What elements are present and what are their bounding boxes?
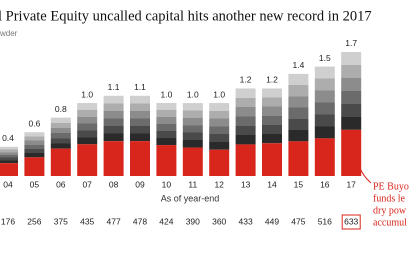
- x-tick-label: 04: [3, 179, 13, 189]
- value-label: 0.6: [28, 118, 40, 128]
- bar-other: [156, 103, 177, 146]
- bar-buyout: [0, 163, 18, 176]
- bar-other: [130, 95, 150, 142]
- x-tick-label: 17: [346, 179, 356, 189]
- x-tick-label: 13: [241, 179, 251, 189]
- value-label: 1.5: [319, 53, 331, 63]
- value-label: 1.0: [81, 89, 93, 99]
- bar-other: [288, 73, 309, 142]
- buyout-label: 633: [344, 216, 358, 226]
- value-label: 1.4: [292, 60, 304, 70]
- bar-other: [209, 103, 230, 150]
- value-label: 1.1: [108, 82, 120, 92]
- bar-other: [235, 88, 256, 145]
- bar-buyout: [77, 144, 98, 176]
- value-label: 1.0: [160, 89, 172, 99]
- bar-other: [182, 103, 203, 148]
- value-label: 0.4: [2, 133, 14, 143]
- bar-other: [262, 88, 282, 144]
- chart-subtitle: wder: [0, 29, 18, 38]
- bar-other: [77, 103, 98, 145]
- value-label: 1.0: [187, 89, 199, 99]
- x-tick-label: 11: [188, 179, 197, 189]
- x-tick-label: 07: [82, 179, 92, 189]
- bar-buyout: [235, 144, 256, 176]
- bar-buyout: [262, 143, 282, 176]
- bar-buyout: [103, 141, 124, 176]
- x-tick-label: 16: [320, 179, 330, 189]
- x-tick-label: 10: [162, 179, 172, 189]
- buyout-label: 390: [186, 216, 200, 226]
- bar-buyout: [288, 141, 309, 176]
- buyout-label: 433: [239, 216, 253, 226]
- bar-other: [314, 66, 335, 139]
- value-label: 1.7: [345, 38, 357, 48]
- bar-other: [24, 132, 45, 158]
- buyout-label: 176: [1, 216, 15, 226]
- x-tick-label: 06: [56, 179, 66, 189]
- buyout-label: 424: [159, 216, 173, 226]
- bar-other: [50, 117, 71, 149]
- annotation: accumul: [373, 217, 407, 228]
- x-tick-label: 12: [214, 179, 224, 189]
- buyout-label: 478: [133, 216, 147, 226]
- annotation: PE Buyo: [373, 181, 409, 192]
- buyout-label: 516: [318, 216, 332, 226]
- bar-other: [0, 146, 18, 164]
- bar-buyout: [156, 145, 177, 176]
- annotation: funds le: [373, 193, 406, 204]
- annotation: dry pow: [373, 205, 407, 216]
- bar-buyout: [130, 141, 150, 176]
- x-tick-label: 05: [30, 179, 40, 189]
- bar-buyout: [341, 129, 362, 176]
- value-label: 1.2: [240, 75, 252, 85]
- buyout-label: 256: [27, 216, 41, 226]
- highlight-box: [341, 214, 361, 230]
- bar-buyout: [182, 147, 203, 176]
- bar-other: [103, 95, 124, 142]
- buyout-label: 449: [265, 216, 279, 226]
- buyout-label: 475: [291, 216, 305, 226]
- x-tick-label: 14: [267, 179, 277, 189]
- value-label: 0.8: [55, 104, 67, 114]
- chart-title: l Private Equity uncalled capital hits a…: [0, 8, 372, 24]
- buyout-label: 435: [80, 216, 94, 226]
- bar-buyout: [314, 138, 335, 176]
- value-label: 1.0: [213, 89, 225, 99]
- x-tick-label: 15: [294, 179, 304, 189]
- buyout-label: 375: [54, 216, 68, 226]
- bar-buyout: [24, 157, 45, 176]
- buyout-label: 360: [212, 216, 226, 226]
- x-tick-label: 09: [135, 179, 145, 189]
- x-tick-label: 08: [109, 179, 119, 189]
- value-label: 1.2: [266, 75, 278, 85]
- buyout-label: 477: [107, 216, 121, 226]
- bar-buyout: [50, 148, 71, 176]
- bar-other: [341, 51, 362, 130]
- bar-buyout: [209, 149, 230, 176]
- x-axis-label: As of year-end: [161, 193, 220, 203]
- value-label: 1.1: [134, 82, 146, 92]
